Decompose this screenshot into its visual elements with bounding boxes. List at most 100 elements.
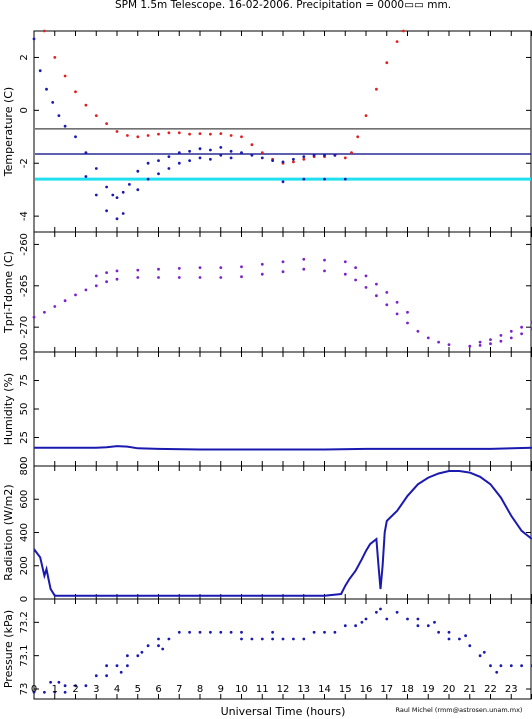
data-point: [426, 624, 430, 628]
data-point: [402, 29, 405, 33]
data-point: [416, 624, 420, 628]
data-point: [177, 630, 181, 634]
data-point: [157, 172, 160, 176]
y-tick-label: -265: [19, 274, 30, 297]
data-point: [136, 268, 140, 272]
data-point: [126, 664, 129, 668]
data-point: [74, 293, 77, 297]
y-tick-label: 0: [19, 596, 30, 602]
data-point: [198, 156, 202, 160]
data-point: [302, 157, 306, 161]
data-point: [63, 299, 67, 303]
data-point: [121, 212, 125, 215]
data-point: [260, 272, 264, 276]
data-point: [260, 156, 264, 160]
data-point: [271, 630, 274, 634]
data-point: [323, 258, 326, 262]
data-point: [115, 277, 119, 281]
data-point: [105, 674, 108, 678]
data-point: [499, 334, 503, 337]
data-point: [350, 151, 353, 155]
data-point: [406, 310, 409, 314]
data-point: [281, 637, 285, 641]
data-point: [219, 276, 223, 279]
y-tick-label: 600: [19, 490, 30, 509]
data-point: [281, 180, 285, 184]
data-point: [364, 114, 368, 117]
series-line: [33, 470, 532, 597]
data-point: [53, 690, 57, 694]
y-tick-label: 73.2: [19, 611, 30, 633]
panels: -4 -2 0 2 Temperature (C) -270 -265 -260 Tpri-Td…: [2, 29, 532, 700]
data-point: [240, 637, 243, 641]
data-point: [302, 155, 306, 159]
data-point: [509, 336, 513, 340]
data-point: [209, 157, 212, 161]
y-tick-label: 25: [19, 431, 30, 444]
x-tick-label: 8: [197, 684, 203, 695]
data-point: [136, 135, 140, 139]
data-point: [63, 124, 67, 128]
data-point: [146, 134, 150, 137]
data-point: [105, 209, 108, 213]
x-tick-label: 17: [380, 684, 393, 695]
data-point: [520, 332, 523, 336]
data-point: [509, 664, 513, 668]
data-point: [343, 156, 347, 160]
data-point: [161, 647, 165, 651]
data-point: [84, 175, 88, 178]
data-point: [32, 690, 36, 694]
data-point: [364, 617, 368, 621]
panel-3: 0 25 50 75 100 Humidity (%): [2, 342, 532, 469]
data-point: [43, 690, 46, 694]
data-point: [509, 329, 513, 333]
y-tick-label: -2: [19, 158, 30, 168]
data-point: [520, 664, 523, 668]
data-point: [458, 637, 461, 641]
data-point: [115, 196, 119, 200]
data-point: [119, 670, 123, 674]
data-point: [468, 344, 472, 348]
data-point: [426, 336, 430, 340]
data-point: [240, 135, 243, 139]
data-point: [219, 266, 223, 269]
data-point: [240, 275, 243, 279]
data-point: [292, 160, 295, 164]
y-tick-label: 0: [19, 463, 30, 469]
x-tick-label: 16: [360, 684, 373, 695]
data-point: [157, 159, 160, 163]
data-point: [281, 260, 285, 264]
data-point: [94, 284, 98, 288]
data-point: [177, 131, 181, 135]
x-tick-label: 1: [52, 684, 58, 695]
data-point: [489, 664, 492, 668]
data-point: [395, 40, 399, 43]
x-tick-label: 21: [463, 684, 476, 695]
y-axis-label: Temperature (C): [2, 87, 15, 177]
data-point: [406, 321, 409, 325]
data-point: [499, 339, 503, 343]
data-point: [385, 61, 389, 65]
data-point: [489, 338, 492, 341]
data-point: [229, 149, 233, 153]
x-tick-label: 2: [72, 684, 78, 695]
panel-frame: [33, 231, 532, 353]
y-tick-label: 73: [19, 683, 30, 696]
data-point: [146, 161, 150, 165]
data-point: [219, 146, 223, 149]
data-point: [260, 151, 264, 155]
data-point: [229, 134, 233, 137]
data-point: [271, 159, 274, 163]
data-point: [105, 271, 108, 274]
data-point: [356, 135, 360, 139]
data-point: [94, 193, 98, 197]
data-point: [177, 276, 181, 279]
data-point: [157, 132, 160, 136]
y-axis-label: Radiation (W/m2): [2, 484, 15, 580]
data-point: [167, 637, 171, 641]
data-point: [433, 620, 436, 624]
data-point: [343, 272, 347, 276]
x-axis-label: Universal Time (hours): [221, 705, 346, 718]
data-point: [240, 265, 243, 269]
data-point: [489, 342, 492, 346]
